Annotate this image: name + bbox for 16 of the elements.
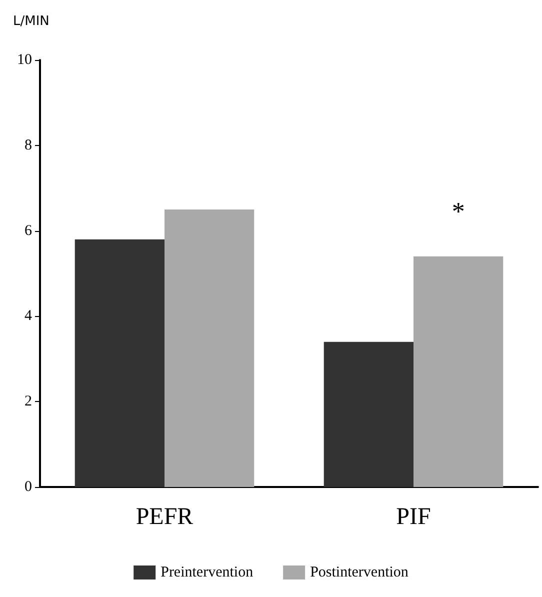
y-tick-label: 4 <box>24 308 32 324</box>
bar <box>164 209 254 487</box>
x-tick-label: PEFR <box>136 504 194 530</box>
y-tick-label: 0 <box>24 479 32 495</box>
y-tick-label: 2 <box>24 394 32 410</box>
bar <box>324 342 414 487</box>
y-tick-label: 6 <box>24 222 32 239</box>
y-axis-title: L/MIN <box>13 14 50 29</box>
legend-label: Preintervention <box>160 564 254 580</box>
bar <box>74 239 164 487</box>
y-tick-label: 8 <box>24 137 32 154</box>
bar <box>414 256 504 487</box>
legend-label: Postintervention <box>310 564 409 580</box>
x-tick-label: PIF <box>396 504 431 530</box>
y-tick-label: 10 <box>17 52 32 68</box>
annotation: * <box>452 196 465 226</box>
